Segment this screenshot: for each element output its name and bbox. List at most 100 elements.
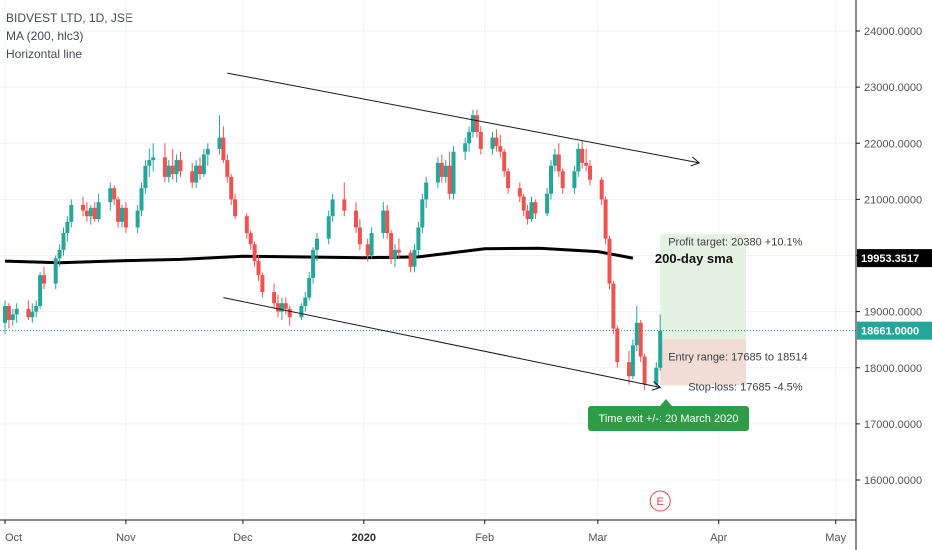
candle-body bbox=[139, 188, 144, 211]
candle bbox=[147, 148, 152, 177]
candle-body bbox=[252, 244, 257, 262]
candle bbox=[607, 235, 612, 290]
candle-body bbox=[34, 306, 39, 312]
candle bbox=[260, 272, 265, 298]
candle bbox=[545, 188, 550, 217]
candle bbox=[552, 148, 557, 172]
candle-body bbox=[607, 238, 612, 284]
candle bbox=[287, 306, 292, 326]
candle bbox=[408, 249, 413, 273]
candle-body bbox=[162, 157, 167, 177]
x-tick-label: Oct bbox=[5, 532, 22, 544]
candle bbox=[416, 221, 421, 256]
candle bbox=[525, 204, 530, 225]
candle-body bbox=[276, 303, 280, 312]
candle-body bbox=[166, 165, 171, 177]
candle bbox=[92, 202, 97, 222]
candle-body bbox=[599, 179, 604, 200]
candle-body bbox=[420, 199, 425, 228]
x-tick-label: Apr bbox=[710, 532, 727, 544]
candle bbox=[393, 244, 397, 267]
legend-symbol[interactable]: BIDVEST LTD, 1D, JSE bbox=[6, 11, 133, 25]
candle bbox=[53, 255, 58, 290]
candle-body bbox=[412, 249, 417, 267]
candle bbox=[34, 300, 39, 318]
candle bbox=[166, 160, 171, 183]
candle-body bbox=[30, 311, 35, 318]
candle-body bbox=[642, 356, 647, 385]
candle bbox=[627, 350, 631, 385]
candle-body bbox=[248, 233, 253, 245]
candle bbox=[658, 314, 663, 371]
candle bbox=[3, 300, 7, 335]
candle-body bbox=[533, 202, 538, 214]
candle bbox=[638, 320, 643, 363]
sma-line[interactable] bbox=[4, 246, 634, 265]
candle bbox=[549, 160, 553, 200]
candle-body bbox=[225, 160, 230, 177]
y-tick-label: 23000.0000 bbox=[864, 82, 922, 94]
entry-range-label: Entry range: 17685 to 18514 bbox=[668, 352, 807, 364]
current-price-label: 18661.0000 bbox=[861, 326, 919, 338]
y-tick-label: 24000.0000 bbox=[864, 26, 922, 38]
candle bbox=[474, 109, 479, 138]
time-exit-label[interactable]: Time exit +/-: 20 March 2020 bbox=[588, 406, 749, 431]
candle-body bbox=[584, 162, 589, 166]
earnings-marker bbox=[649, 490, 671, 512]
candle-body bbox=[393, 249, 397, 259]
candle bbox=[201, 148, 206, 177]
candles[interactable] bbox=[3, 109, 663, 391]
candle bbox=[381, 202, 386, 239]
y-tick-label: 17000.0000 bbox=[864, 419, 922, 431]
candle-body bbox=[205, 148, 210, 155]
candle-body bbox=[69, 204, 74, 222]
candle-body bbox=[198, 165, 202, 175]
candle-body bbox=[385, 210, 390, 234]
candle bbox=[276, 294, 280, 318]
candle-body bbox=[229, 176, 234, 200]
candle bbox=[151, 143, 156, 172]
candle-body bbox=[217, 137, 222, 149]
candle-body bbox=[53, 258, 58, 284]
candle-body bbox=[272, 291, 277, 304]
legend-indicator[interactable]: MA (200, hlc3) bbox=[6, 29, 84, 43]
candle-body bbox=[451, 151, 456, 194]
candle bbox=[326, 210, 331, 245]
candle bbox=[61, 227, 66, 256]
time-exit-pointer bbox=[660, 399, 672, 406]
candle-body bbox=[521, 196, 526, 211]
candle-body bbox=[471, 115, 475, 133]
candle-body bbox=[143, 165, 148, 189]
candle bbox=[435, 157, 440, 189]
candle bbox=[88, 204, 93, 225]
candle bbox=[584, 148, 589, 172]
candle-body bbox=[151, 157, 156, 161]
candle bbox=[139, 182, 144, 217]
trendlines[interactable] bbox=[223, 72, 701, 391]
candle bbox=[588, 160, 592, 186]
candle bbox=[256, 255, 261, 281]
candle-body bbox=[311, 249, 316, 278]
candle bbox=[494, 129, 499, 152]
candle bbox=[420, 193, 425, 234]
candle-body bbox=[357, 227, 362, 245]
candle-body bbox=[490, 137, 495, 149]
candle-body bbox=[556, 154, 561, 172]
candle-body bbox=[369, 233, 374, 256]
candle bbox=[572, 165, 577, 194]
candle-body bbox=[81, 204, 85, 211]
sma-price-label-bg bbox=[857, 249, 932, 268]
candle bbox=[14, 303, 19, 323]
candle-body bbox=[92, 207, 97, 220]
trendline-arrow bbox=[690, 156, 701, 167]
candle-body bbox=[256, 261, 261, 276]
candle-body bbox=[494, 137, 499, 147]
x-tick-label: Nov bbox=[116, 532, 136, 544]
candle bbox=[502, 148, 507, 177]
candle bbox=[369, 227, 374, 259]
legend-drawing[interactable]: Horizontal line bbox=[6, 47, 83, 61]
candle-body bbox=[38, 275, 43, 307]
candle bbox=[365, 238, 370, 262]
candle-body bbox=[26, 308, 31, 318]
